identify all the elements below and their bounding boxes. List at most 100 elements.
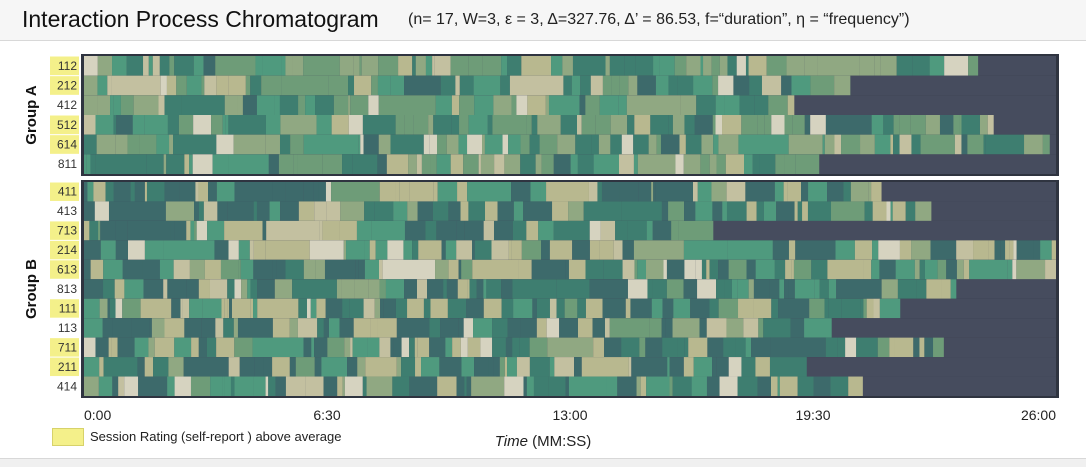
- state-segment: [695, 115, 713, 135]
- state-segment: [735, 338, 745, 357]
- state-segment: [899, 115, 910, 135]
- state-segment: [237, 95, 243, 115]
- session-label: 711: [58, 340, 77, 354]
- state-segment: [801, 182, 808, 201]
- state-segment: [702, 260, 706, 279]
- state-segment: [448, 299, 466, 318]
- state-segment: [84, 299, 100, 318]
- state-segment: [299, 201, 314, 220]
- state-segment: [149, 56, 153, 76]
- state-segment: [795, 240, 835, 259]
- state-segment: [280, 95, 298, 115]
- state-segment: [719, 299, 738, 318]
- state-segment: [756, 260, 775, 279]
- state-segment: [430, 299, 447, 318]
- state-segment: [546, 95, 549, 115]
- state-segment: [228, 115, 266, 135]
- session-label: 613: [57, 263, 77, 277]
- state-segment: [502, 299, 513, 318]
- state-segment: [611, 115, 627, 135]
- state-segment: [191, 338, 199, 357]
- state-segment: [754, 299, 772, 318]
- state-segment: [913, 338, 919, 357]
- state-segment: [619, 95, 627, 115]
- state-segment: [680, 135, 686, 155]
- state-segment: [211, 115, 223, 135]
- state-segment: [635, 260, 638, 279]
- state-segment: [384, 299, 396, 318]
- state-segment: [229, 240, 239, 259]
- state-segment: [865, 201, 873, 220]
- state-segment: [835, 135, 842, 155]
- state-segment: [552, 201, 568, 220]
- state-segment: [798, 377, 814, 396]
- state-segment: [167, 279, 186, 298]
- state-segment: [650, 115, 669, 135]
- state-segment: [590, 279, 628, 298]
- state-segment: [99, 377, 112, 396]
- state-segment: [145, 182, 147, 201]
- state-segment: [114, 115, 117, 135]
- state-segment: [513, 221, 527, 240]
- state-segment: [875, 135, 891, 155]
- state-segment: [404, 115, 414, 135]
- state-segment: [391, 135, 424, 155]
- state-segment: [193, 115, 211, 135]
- state-segment: [886, 201, 890, 220]
- state-segment: [827, 260, 864, 279]
- state-segment: [234, 279, 241, 298]
- state-segment: [603, 299, 626, 318]
- state-segment: [610, 56, 625, 76]
- state-segment: [707, 377, 720, 396]
- state-segment: [298, 299, 307, 318]
- state-segment: [614, 240, 623, 259]
- state-segment: [132, 338, 135, 357]
- state-segment: [163, 279, 167, 298]
- state-segment: [184, 318, 201, 337]
- state-segment: [124, 279, 143, 298]
- state-segment: [100, 221, 116, 240]
- state-segment: [580, 95, 586, 115]
- state-segment: [84, 56, 98, 76]
- session-label: 713: [57, 224, 77, 238]
- state-segment: [285, 182, 303, 201]
- state-segment: [409, 377, 437, 396]
- state-segment: [204, 56, 216, 76]
- state-segment: [569, 260, 586, 279]
- state-segment: [722, 115, 741, 135]
- state-segment: [933, 338, 944, 357]
- state-segment: [316, 260, 325, 279]
- state-segment: [161, 279, 163, 298]
- state-segment: [364, 201, 374, 220]
- state-segment: [477, 279, 484, 298]
- state-segment: [379, 260, 383, 279]
- state-segment: [433, 201, 449, 220]
- state-segment: [304, 135, 359, 155]
- state-segment: [189, 154, 193, 174]
- state-segment: [634, 240, 684, 259]
- state-segment: [894, 115, 900, 135]
- state-segment: [505, 357, 507, 376]
- state-segment: [250, 76, 261, 96]
- state-segment: [452, 338, 461, 357]
- state-segment: [725, 279, 732, 298]
- state-segment: [305, 95, 315, 115]
- state-segment: [969, 260, 1008, 279]
- state-segment: [161, 76, 167, 96]
- state-segment: [848, 377, 863, 396]
- state-segment: [638, 182, 651, 201]
- session-label: 214: [57, 243, 77, 257]
- state-segment: [678, 76, 694, 96]
- state-segment: [631, 357, 667, 376]
- state-segment: [404, 76, 441, 96]
- state-segment: [160, 260, 174, 279]
- state-segment: [160, 56, 170, 76]
- state-segment: [250, 299, 253, 318]
- state-segment: [461, 338, 468, 357]
- state-segment: [297, 154, 323, 174]
- state-segment: [387, 240, 403, 259]
- state-segment: [89, 221, 98, 240]
- state-segment: [184, 154, 189, 174]
- state-segment: [207, 221, 224, 240]
- state-segment: [566, 377, 569, 396]
